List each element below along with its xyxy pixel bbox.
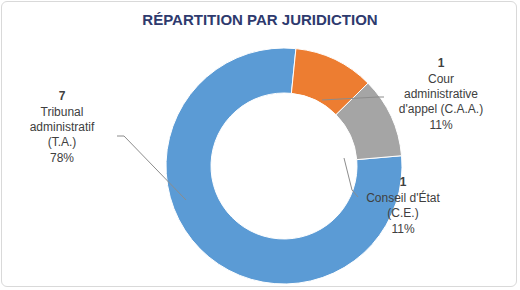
svg-text:Tribunal: Tribunal [41,105,84,119]
svg-text:11%: 11% [391,222,414,236]
svg-text:11%: 11% [429,118,452,132]
svg-text:Cour: Cour [428,72,454,86]
html-text:RÉPARTITION PAR JURIDICTION: RÉPARTITION PAR JURIDICTION [142,11,378,28]
svg-text:7: 7 [59,89,66,103]
svg-text:1: 1 [438,56,445,70]
svg-text:1: 1 [400,175,407,189]
svg-text:administratif: administratif [30,120,95,134]
svg-text:Conseil d'État: Conseil d'État [366,190,440,205]
svg-text:(T.A.): (T.A.) [48,135,77,149]
svg-text:d'appel (C.A.A.): d'appel (C.A.A.) [399,102,483,116]
svg-text:(C.E.): (C.E.) [387,206,418,220]
svg-text:78%: 78% [50,151,74,165]
svg-text:administrative: administrative [404,87,478,101]
